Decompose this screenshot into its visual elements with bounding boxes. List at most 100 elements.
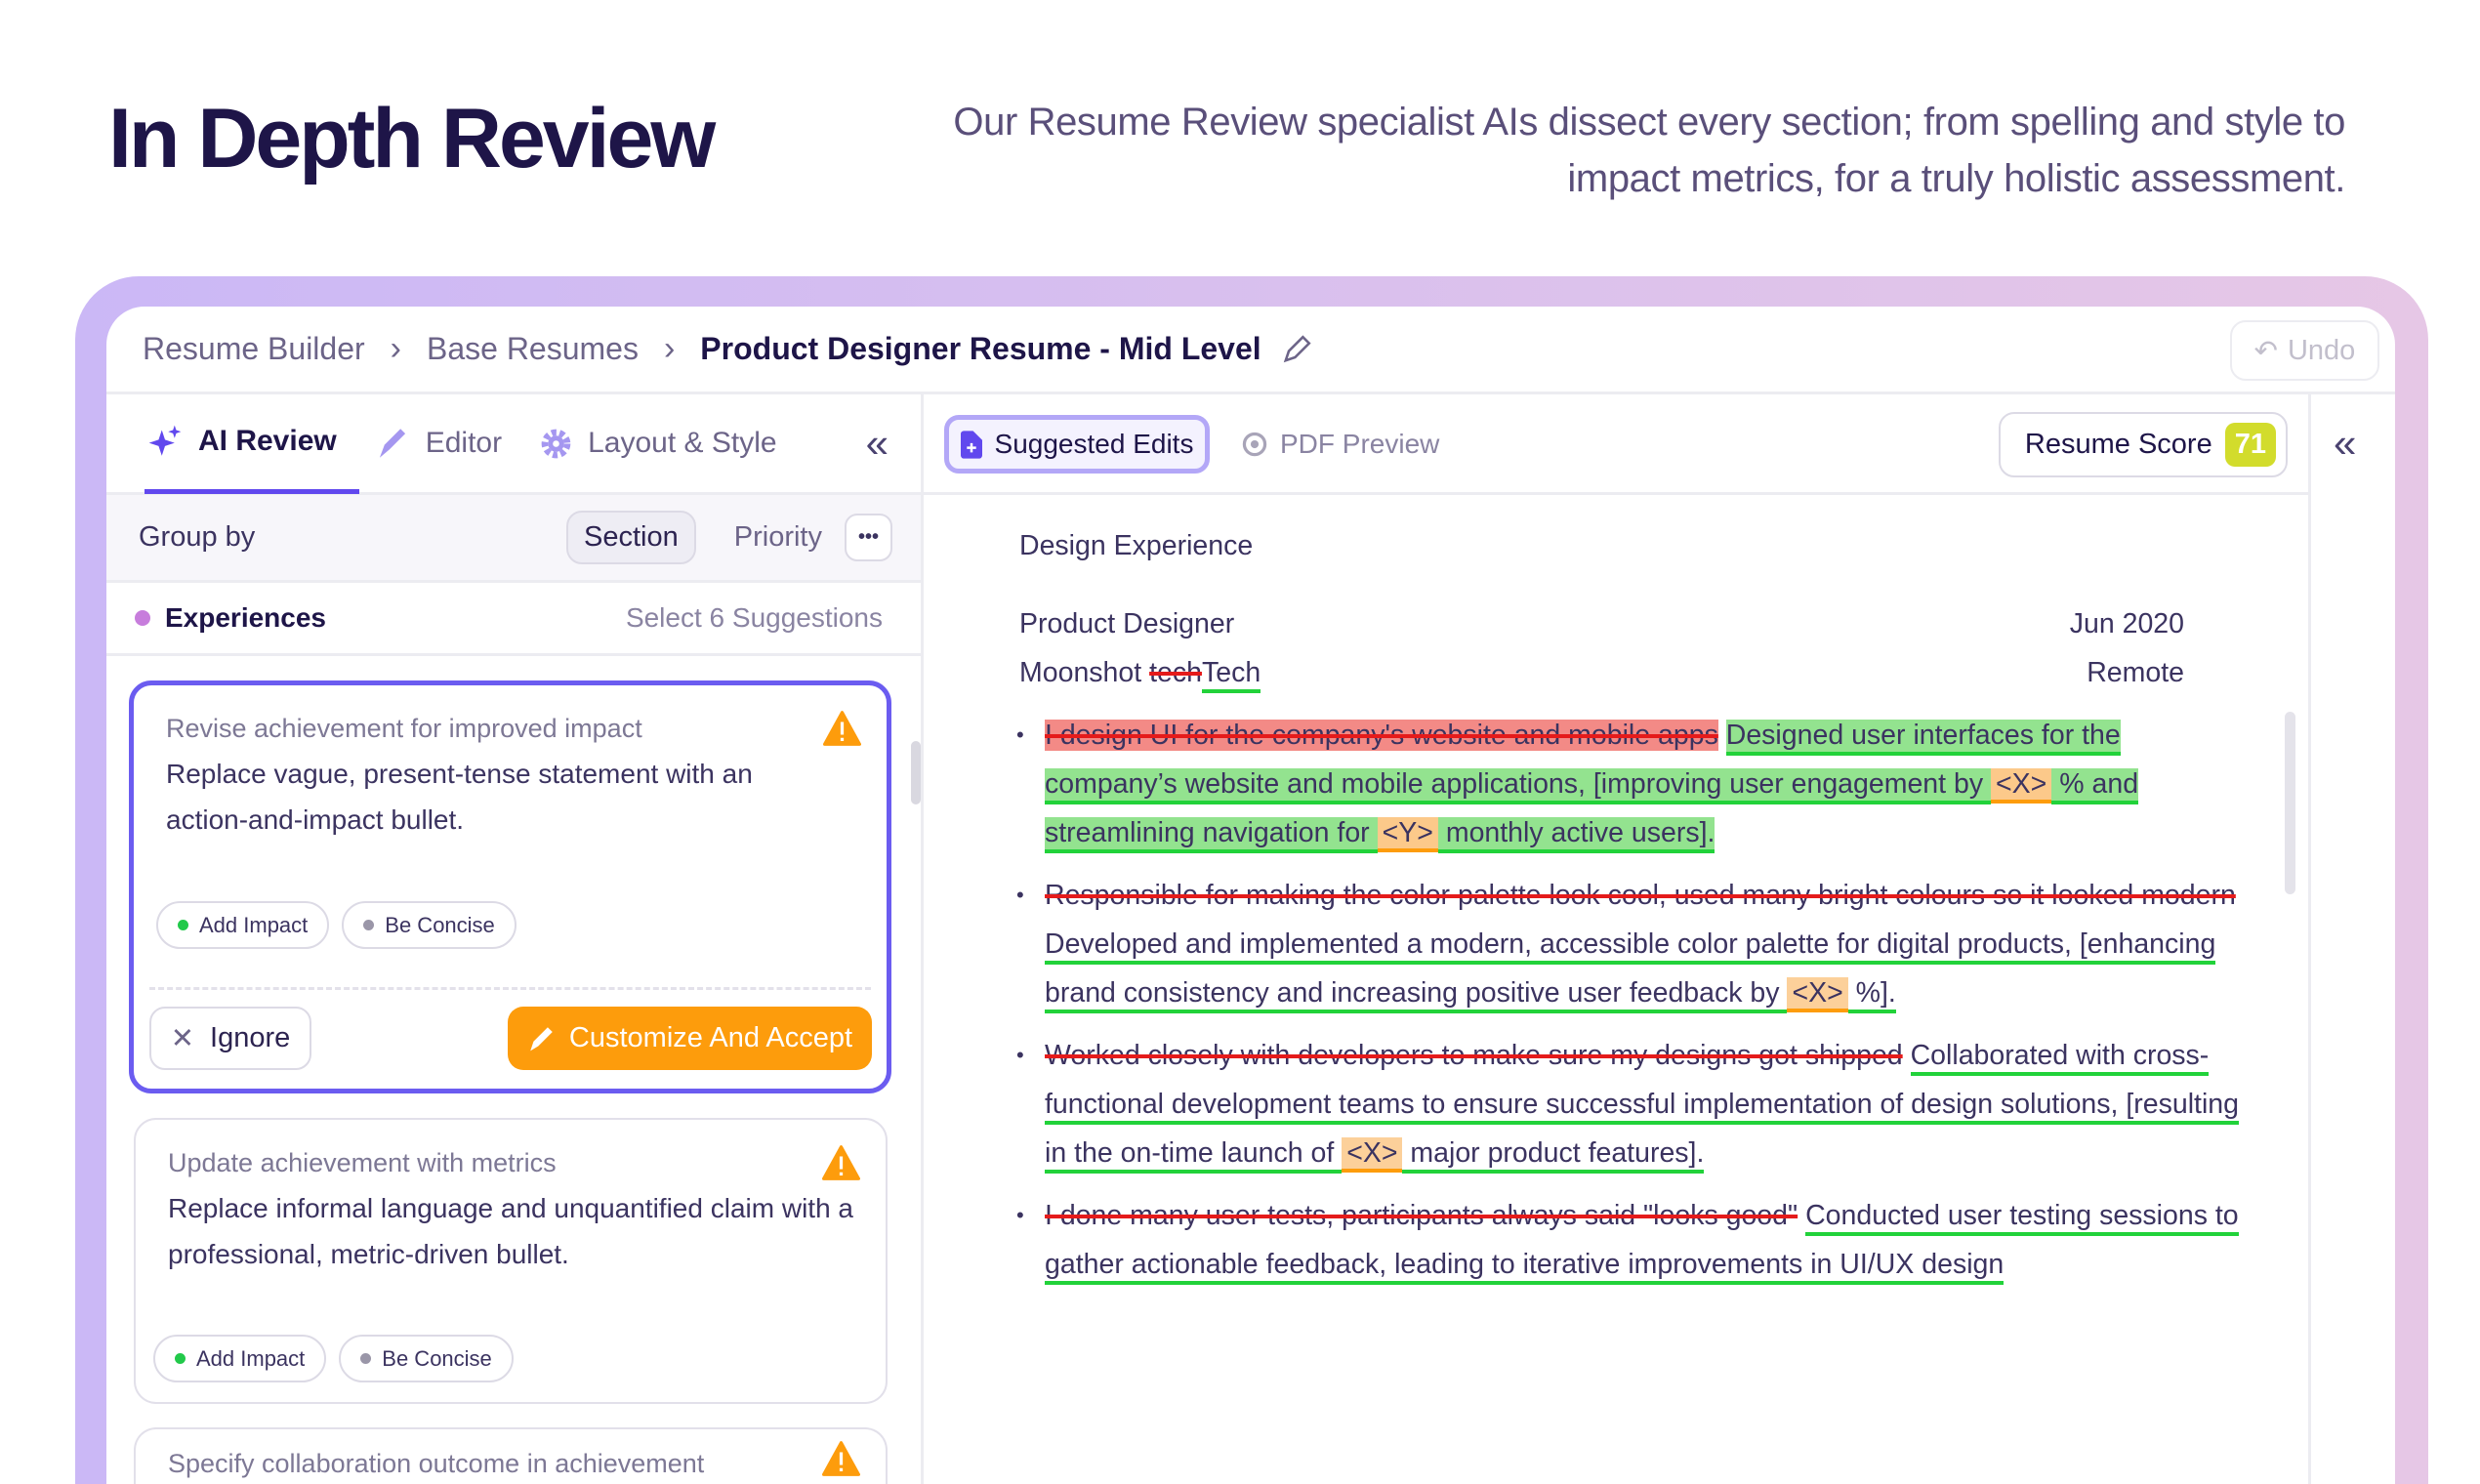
chevron-right-icon: › (390, 330, 401, 367)
tag-label: Add Impact (196, 1345, 306, 1371)
resume-bullet: Worked closely with developers to make s… (1016, 1031, 2240, 1177)
left-tabs: AI Review Editor Layout & Style « (106, 394, 921, 495)
text (1798, 1200, 1805, 1231)
tab-layout-style[interactable]: Layout & Style (540, 393, 799, 494)
added-text[interactable]: Tech (1201, 657, 1261, 693)
edit-title-pencil-icon[interactable] (1281, 334, 1312, 365)
warning-icon (823, 711, 861, 746)
text (1718, 720, 1726, 751)
section-header: Experiences Select 6 Suggestions (106, 583, 921, 656)
accept-label: Customize And Accept (568, 1022, 853, 1053)
section-dot (135, 610, 150, 626)
added-text[interactable]: monthly active users]. (1437, 817, 1715, 853)
breadcrumb-base-resumes[interactable]: Base Resumes (426, 331, 639, 366)
undo-icon: ↶ (2253, 335, 2278, 367)
gear-icon (541, 429, 571, 458)
placeholder-token[interactable]: <X> (1342, 1137, 1403, 1173)
page-title: In Depth Review (108, 92, 716, 186)
doc-section-title: Design Experience (1019, 530, 1254, 561)
score-label: Resume Score (2024, 429, 2212, 460)
select-suggestions-link[interactable]: Select 6 Suggestions (625, 602, 883, 633)
tab-label: PDF Preview (1280, 429, 1440, 459)
breadcrumb-resume-builder[interactable]: Resume Builder (143, 331, 365, 366)
deleted-text[interactable]: Worked closely with developers to make s… (1045, 1040, 1903, 1071)
resume-bullet: I done many user tests, participants alw… (1016, 1191, 2240, 1289)
warning-icon (822, 1145, 860, 1180)
app-window: Resume Builder › Base Resumes › Product … (106, 307, 2395, 1484)
divider (149, 987, 871, 990)
document-scrollbar[interactable] (2285, 712, 2295, 894)
tab-label: Editor (425, 427, 503, 459)
tab-editor[interactable]: Editor (375, 393, 524, 494)
section-name: Experiences (165, 602, 326, 633)
deleted-text[interactable]: I done many user tests, participants alw… (1045, 1200, 1798, 1231)
added-text[interactable]: Conducted user testing sessions to gathe… (1045, 1200, 2239, 1285)
group-by-bar: Group by Section Priority ••• (106, 495, 921, 583)
suggestion-card[interactable]: Specify collaboration outcome in achieve… (134, 1427, 888, 1484)
placeholder-token[interactable]: <X> (1787, 977, 1848, 1012)
added-text[interactable]: %]. (1847, 977, 1896, 1013)
more-options-icon[interactable]: ••• (845, 514, 892, 561)
doc-location: Remote (2087, 657, 2184, 688)
tag-add-impact: Add Impact (156, 901, 330, 949)
pencil-icon (530, 1027, 553, 1051)
breadcrumb-current: Product Designer Resume - Mid Level (700, 331, 1261, 366)
deleted-text[interactable]: I design UI for the company's website an… (1045, 720, 1718, 751)
right-strip: « (2308, 394, 2395, 1484)
placeholder-token[interactable]: <X> (1991, 768, 2052, 804)
tag-be-concise: Be Concise (339, 1335, 514, 1382)
doc-role: Product Designer (1019, 608, 1235, 639)
left-panel: AI Review Editor Layout & Style « Group … (106, 394, 924, 1484)
group-by-priority[interactable]: Priority (733, 521, 822, 553)
doc-company: Moonshot techTech (1019, 648, 1261, 697)
tab-ai-review[interactable]: AI Review (145, 393, 359, 494)
group-by-label: Group by (139, 521, 256, 553)
tag-label: Be Concise (385, 912, 495, 937)
pencil-icon (379, 429, 405, 458)
tab-label: Layout & Style (588, 427, 777, 459)
customize-accept-button[interactable]: Customize And Accept (508, 1007, 872, 1070)
breadcrumb: Resume Builder › Base Resumes › Product … (106, 307, 2395, 394)
close-icon: ✕ (170, 1023, 195, 1054)
card-description: Replace informal language and unquantifi… (168, 1193, 853, 1269)
deleted-text[interactable]: tech (1149, 657, 1202, 688)
bullet-list: I design UI for the company's website an… (1016, 711, 2240, 1289)
tab-suggested-edits[interactable]: Suggested Edits (944, 415, 1210, 474)
placeholder-token[interactable]: <Y> (1377, 817, 1438, 852)
document-plus-icon (960, 430, 982, 459)
collapse-right-icon[interactable]: « (2334, 420, 2357, 466)
tag-label: Add Impact (199, 912, 309, 937)
left-scrollbar[interactable] (911, 741, 921, 804)
added-text[interactable]: Collaborated with cross-functional devel… (1045, 1040, 2240, 1174)
card-title: Revise achievement for improved impact (166, 714, 642, 743)
ignore-button[interactable]: ✕ Ignore (149, 1007, 311, 1070)
eye-icon (1242, 432, 1267, 457)
document-panel: Suggested Edits PDF Preview Resume Score… (924, 394, 2308, 1484)
collapse-left-icon[interactable]: « (865, 420, 889, 466)
added-text[interactable]: Developed and implemented a modern, acce… (1045, 928, 2216, 1013)
tag-be-concise: Be Concise (342, 901, 517, 949)
chevron-right-icon: › (663, 330, 676, 367)
sparkle-icon (148, 425, 182, 456)
warning-icon (822, 1441, 860, 1476)
deleted-text[interactable]: Responsible for making the color palette… (1045, 880, 2236, 911)
doc-company-row: Moonshot techTech Remote (1019, 648, 2184, 697)
suggestion-card[interactable]: Revise achievement for improved impact R… (129, 680, 891, 1093)
doc-role-row: Product Designer Jun 2020 (1019, 599, 2184, 648)
added-text[interactable]: major product features]. (1402, 1137, 1705, 1174)
resume-score[interactable]: Resume Score 71 (1999, 412, 2288, 477)
doc-date: Jun 2020 (2069, 608, 2184, 639)
company-name: Moonshot (1019, 657, 1142, 688)
ignore-label: Ignore (210, 1022, 291, 1053)
tab-pdf-preview[interactable]: PDF Preview (1242, 415, 1439, 474)
score-badge: 71 (2224, 423, 2276, 467)
text (1903, 1040, 1911, 1071)
undo-label: Undo (2287, 334, 2356, 366)
suggestion-card[interactable]: Update achievement with metrics Replace … (134, 1118, 888, 1404)
card-title: Update achievement with metrics (168, 1148, 557, 1177)
undo-button[interactable]: ↶ Undo (2230, 320, 2379, 381)
tab-label: Suggested Edits (994, 429, 1194, 459)
tag-label: Be Concise (382, 1345, 492, 1371)
group-by-section[interactable]: Section (566, 511, 696, 564)
page-subtitle: Our Resume Review specialist AIs dissect… (953, 101, 2345, 200)
